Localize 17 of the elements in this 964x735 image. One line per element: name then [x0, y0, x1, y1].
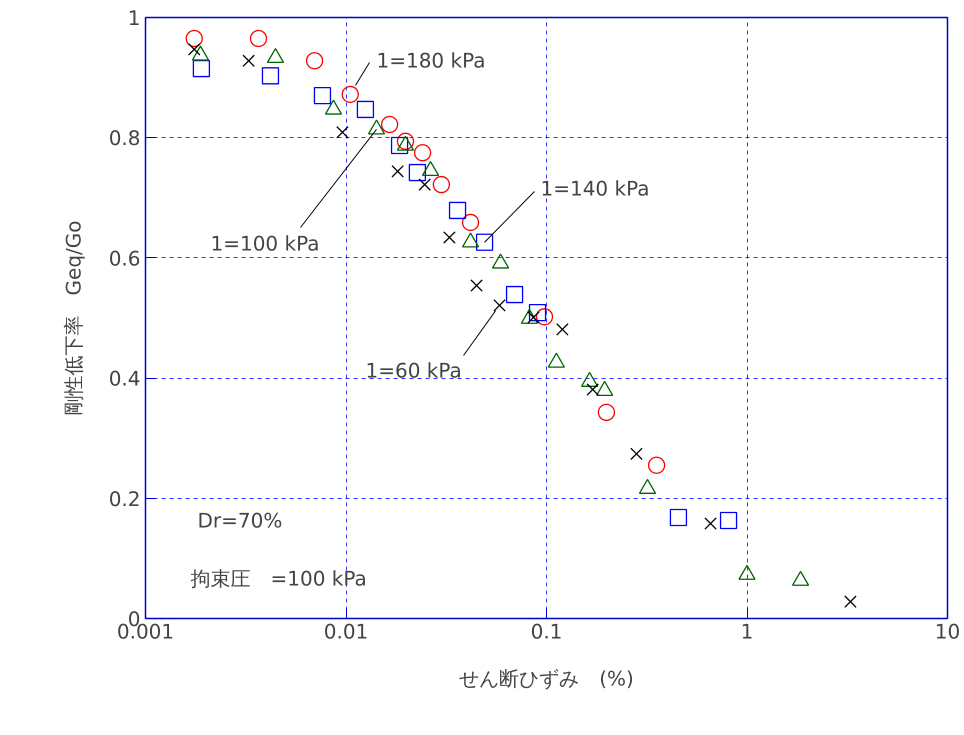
- x-tick-label: 10: [934, 620, 960, 644]
- y-tick-label: 0.4: [108, 366, 141, 391]
- x-tick-label: 0.01: [324, 620, 368, 644]
- annotation: 1=100 kPa: [210, 232, 320, 256]
- y-tick-label: 0.6: [108, 246, 141, 270]
- annotation: 拘束圧 =100 kPa: [190, 566, 367, 590]
- annotation: 1=60 kPa: [366, 358, 462, 382]
- x-tick-label: 1: [740, 620, 754, 644]
- y-tick-label: 0.8: [108, 126, 141, 150]
- annotation: Dr=70%: [198, 508, 282, 532]
- y-tick-label: 1: [128, 6, 141, 30]
- y-tick-label: 0.2: [108, 486, 141, 511]
- x-axis-title: せん断ひずみ (%): [459, 666, 634, 690]
- annotation: 1=180 kPa: [376, 48, 486, 72]
- y-axis-title: 剛性低下率 Geq/Go: [62, 220, 86, 416]
- annotation: 1=140 kPa: [540, 176, 650, 200]
- x-tick-label: 0.1: [530, 620, 562, 644]
